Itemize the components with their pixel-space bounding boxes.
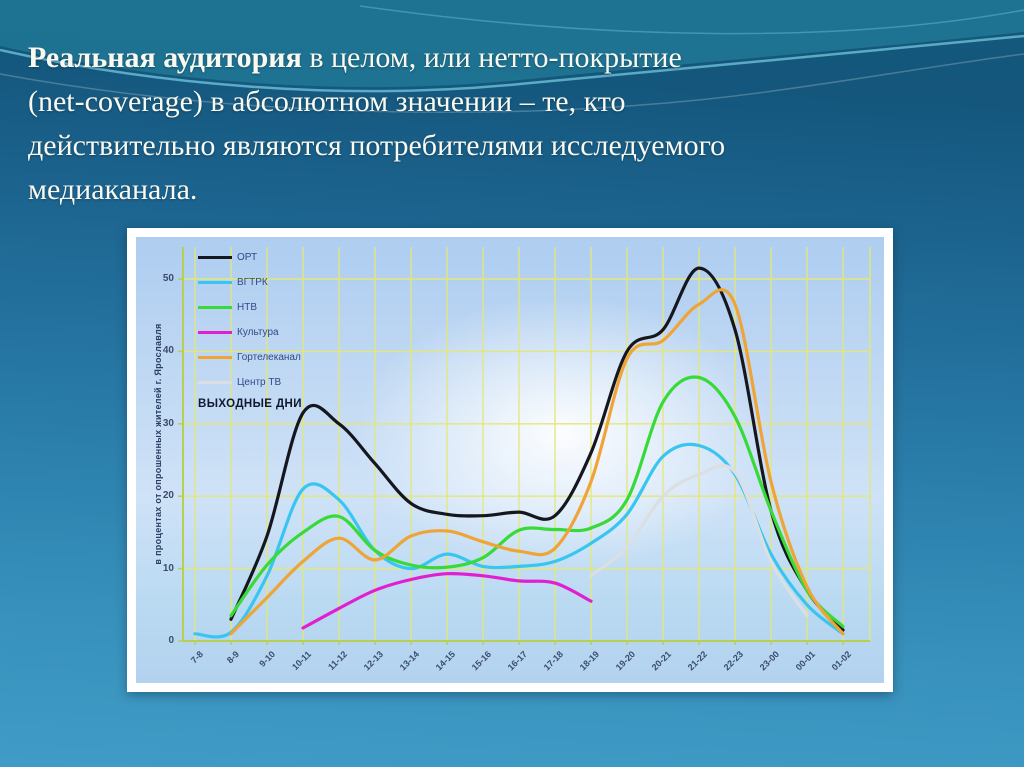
page-title: Реальная аудитория в целом, или нетто-по… (28, 36, 928, 212)
series-line-ort (229, 266, 845, 632)
series-line-gortelekanal (229, 288, 845, 636)
series-line-kultura (301, 571, 593, 630)
y-tick-label: 40 (162, 345, 174, 357)
legend-marker-kultura (198, 331, 232, 334)
legend-marker-ort (198, 256, 232, 259)
y-tick-label: 0 (168, 635, 174, 646)
series-line-ntv (229, 375, 845, 629)
legend-label-vgtrk: ВГТРК (237, 277, 268, 288)
y-tick-label: 10 (162, 562, 174, 574)
legend-item-gortelekanal: Гортелеканал (198, 345, 302, 370)
legend-marker-vgtrk (198, 281, 232, 284)
legend-label-ort: ОРТ (237, 252, 258, 263)
title-line-1-rest: в целом, или нетто-покрытие (301, 41, 682, 74)
series-line-tsentr-tv (589, 463, 809, 618)
title-line-1: Реальная аудитория в целом, или нетто-по… (28, 36, 928, 80)
title-bold-lead: Реальная аудитория (28, 41, 302, 74)
chart-plot: в процентах от опрошенных жителей г. Яро… (136, 237, 884, 683)
wave-line-top (359, 5, 1024, 35)
legend-item-ntv: НТВ (198, 295, 302, 320)
weekend-annotation: ВЫХОДНЫЕ ДНИ (198, 398, 302, 410)
y-axis-title: в процентах от опрошенных жителей г. Яро… (153, 323, 163, 565)
chart-svg (178, 247, 871, 645)
legend-item-kultura: Культура (198, 320, 302, 345)
legend-marker-tsentr-tv (198, 381, 232, 384)
legend-item-ort: ОРТ (198, 245, 302, 270)
title-line-4: медиаканала. (28, 173, 198, 206)
y-tick-label: 50 (162, 273, 174, 284)
legend-label-tsentr-tv: Центр ТВ (237, 377, 282, 388)
y-tick-label: 30 (162, 417, 174, 429)
title-line-3: действительно являются потребителями исс… (28, 129, 726, 162)
chart-legend: ОРТ ВГТРК НТВ Культура Гортелеканал Центр ТВ … (198, 245, 302, 410)
chart-panel: в процентах от опрошенных жителей г. Яро… (127, 228, 893, 692)
legend-label-ntv: НТВ (237, 302, 257, 313)
y-tick-label: 20 (162, 490, 174, 502)
legend-marker-ntv (198, 306, 232, 309)
legend-label-gortelekanal: Гортелеканал (237, 352, 301, 363)
title-line-2: (net-coverage) в абсолютном значении – т… (28, 85, 626, 118)
legend-item-vgtrk: ВГТРК (198, 270, 302, 295)
legend-item-tsentr-tv: Центр ТВ (198, 370, 302, 395)
legend-marker-gortelekanal (198, 356, 232, 359)
legend-label-kultura: Культура (237, 327, 279, 338)
